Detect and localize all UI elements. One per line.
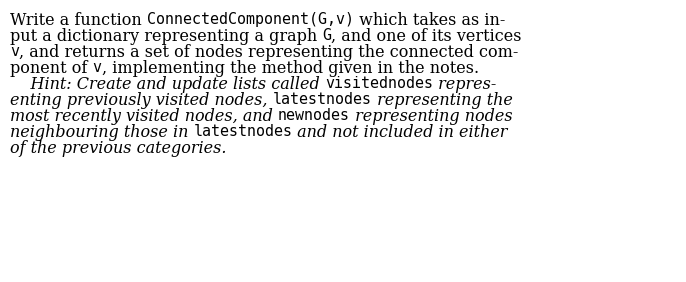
Text: v: v (10, 44, 19, 59)
Text: newnodes: newnodes (278, 108, 350, 123)
Text: latestnodes: latestnodes (272, 92, 372, 107)
Text: ConnectedComponent(G,v): ConnectedComponent(G,v) (147, 12, 354, 27)
Text: G: G (322, 28, 331, 43)
Text: visitednodes: visitednodes (325, 76, 433, 91)
Text: , and returns a set of nodes representing the connected com-: , and returns a set of nodes representin… (19, 44, 519, 61)
Text: v: v (93, 60, 102, 75)
Text: , and one of its vertices: , and one of its vertices (331, 28, 522, 45)
Text: which takes as in-: which takes as in- (354, 12, 506, 29)
Text: neighbouring those in: neighbouring those in (10, 124, 193, 141)
Text: most recently visited nodes, and: most recently visited nodes, and (10, 108, 278, 125)
Text: and not included in either: and not included in either (292, 124, 508, 141)
Text: repres-: repres- (433, 76, 496, 93)
Text: Write a function: Write a function (10, 12, 147, 29)
Text: of the previous categories.: of the previous categories. (10, 140, 226, 157)
Text: representing the: representing the (372, 92, 512, 109)
Text: put a dictionary representing a graph: put a dictionary representing a graph (10, 28, 322, 45)
Text: latestnodes: latestnodes (193, 124, 292, 139)
Text: , implementing the method given in the notes.: , implementing the method given in the n… (102, 60, 479, 77)
Text: enting previously visited nodes,: enting previously visited nodes, (10, 92, 272, 109)
Text: ponent of: ponent of (10, 60, 93, 77)
Text: Hint: Create and update lists called: Hint: Create and update lists called (10, 76, 325, 93)
Text: representing nodes: representing nodes (350, 108, 512, 125)
